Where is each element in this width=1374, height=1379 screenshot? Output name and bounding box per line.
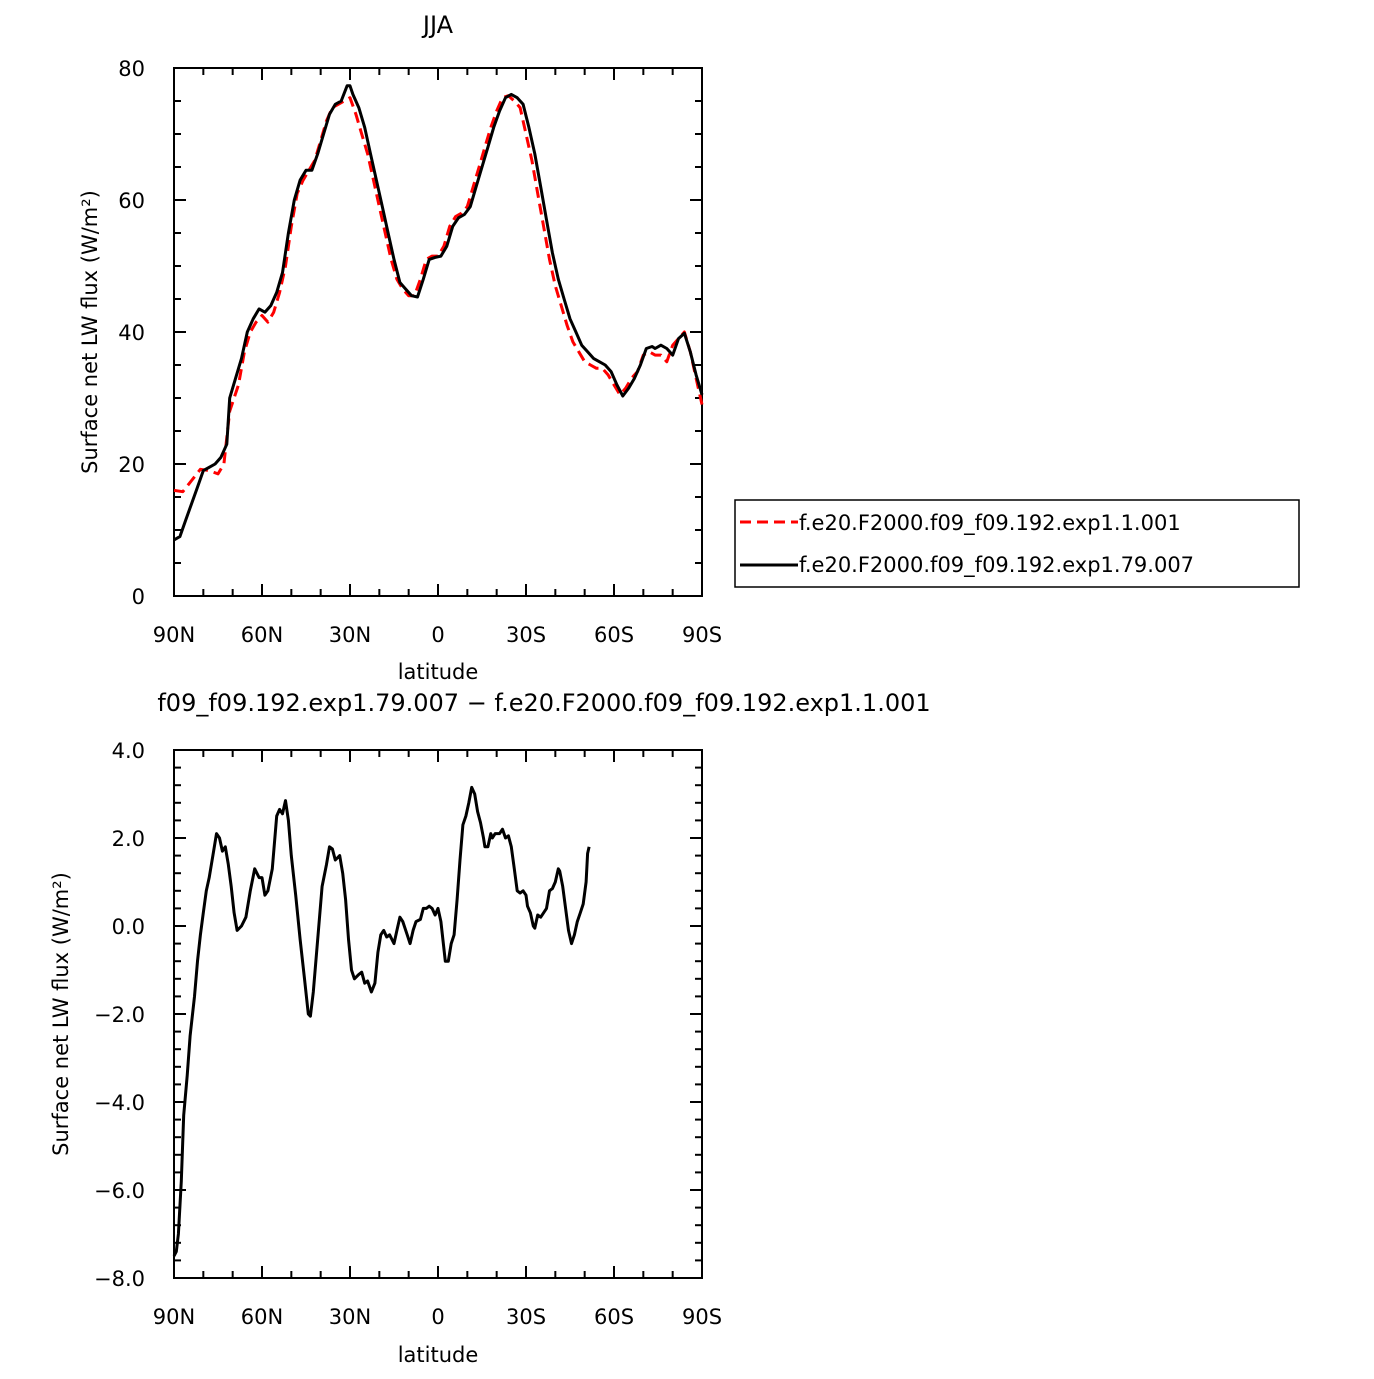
- top-panel: JJA 90N 60N 30N 0 30S 60S 90S 0 20 40 60 80 latitu…: [78, 11, 722, 684]
- top-panel-title: JJA: [421, 11, 454, 39]
- top-y-axis-title: Surface net LW flux (W/m²): [78, 190, 102, 474]
- top-x-tick-labels: 90N 60N 30N 0 30S 60S 90S: [153, 623, 722, 647]
- y-tick-label: 80: [118, 57, 145, 81]
- x-tick-label: 60N: [241, 1305, 283, 1329]
- x-tick-label: 0: [431, 1305, 444, 1329]
- series-line-0: [173, 94, 704, 494]
- y-tick-label: −4.0: [94, 1091, 145, 1115]
- top-y-tick-labels: 0 20 40 60 80: [118, 57, 145, 609]
- x-tick-label: 60S: [594, 1305, 634, 1329]
- x-tick-label: 0: [431, 623, 444, 647]
- y-tick-label: −8.0: [94, 1267, 145, 1291]
- bottom-plot-frame: [173, 749, 703, 1279]
- y-tick-label: 2.0: [112, 827, 145, 851]
- bottom-panel-title: f09_f09.192.exp1.79.007 − f.e20.F2000.f0…: [157, 689, 930, 717]
- y-tick-label: 4.0: [112, 739, 145, 763]
- x-tick-label: 30S: [506, 1305, 546, 1329]
- top-plot-frame: [173, 67, 703, 597]
- legend-label-exp1-79-007: f.e20.F2000.f09_f09.192.exp1.79.007: [799, 553, 1194, 578]
- x-tick-label: 90N: [153, 623, 195, 647]
- y-tick-label: −6.0: [94, 1179, 145, 1203]
- y-tick-label: −2.0: [94, 1003, 145, 1027]
- x-tick-label: 30N: [329, 623, 371, 647]
- legend: f.e20.F2000.f09_f09.192.exp1.1.001 f.e20…: [734, 499, 1300, 588]
- y-tick-label: 60: [118, 189, 145, 213]
- series-line-0: [172, 785, 591, 1257]
- x-tick-label: 30S: [506, 623, 546, 647]
- y-tick-label: 40: [118, 321, 145, 345]
- bottom-y-tick-labels: −8.0 −6.0 −4.0 −2.0 0.0 2.0 4.0: [94, 739, 145, 1291]
- x-tick-label: 90N: [153, 1305, 195, 1329]
- bottom-series-lines: [172, 785, 591, 1257]
- bottom-x-axis-title: latitude: [398, 1343, 479, 1367]
- x-tick-label: 30N: [329, 1305, 371, 1329]
- bottom-panel: f09_f09.192.exp1.79.007 − f.e20.F2000.f0…: [49, 689, 931, 1367]
- bottom-tick-marks: [173, 749, 703, 1279]
- y-tick-label: 0: [132, 585, 145, 609]
- top-x-axis-title: latitude: [398, 660, 479, 684]
- x-tick-label: 90S: [682, 1305, 722, 1329]
- x-tick-label: 60N: [241, 623, 283, 647]
- series-line-1: [173, 84, 704, 542]
- y-tick-label: 0.0: [112, 915, 145, 939]
- legend-box: [734, 499, 1300, 588]
- bottom-y-axis-title: Surface net LW flux (W/m²): [49, 872, 73, 1156]
- y-tick-label: 20: [118, 453, 145, 477]
- legend-label-exp1-1-001: f.e20.F2000.f09_f09.192.exp1.1.001: [799, 511, 1181, 536]
- top-tick-marks: [173, 67, 703, 597]
- top-series-lines: [173, 84, 704, 542]
- x-tick-label: 60S: [594, 623, 634, 647]
- bottom-x-tick-labels: 90N 60N 30N 0 30S 60S 90S: [153, 1305, 722, 1329]
- x-tick-label: 90S: [682, 623, 722, 647]
